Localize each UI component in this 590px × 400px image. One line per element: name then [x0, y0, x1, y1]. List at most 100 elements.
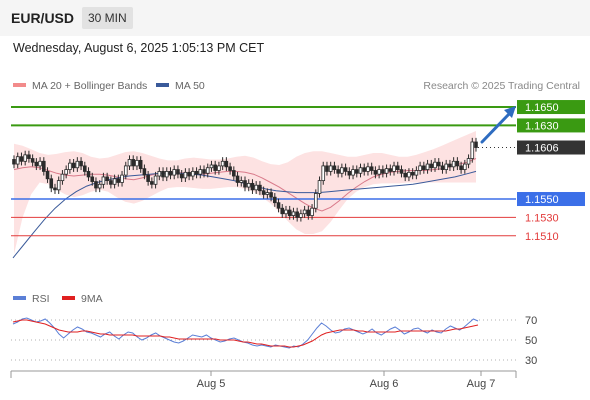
candle-body [336, 169, 340, 174]
candle-body [381, 169, 385, 174]
candle-body [463, 163, 467, 170]
symbol-label: EUR/USD [11, 10, 75, 26]
candle-body [466, 158, 471, 165]
candle-body [410, 171, 415, 176]
candle-body [213, 164, 217, 171]
candle-body [127, 159, 132, 167]
arrow-head [504, 106, 516, 118]
candle-body [79, 160, 83, 167]
candle-body [258, 184, 262, 192]
candle-body [243, 180, 247, 188]
legend-rsi: RSI [13, 293, 50, 305]
level-label-box-1-1630 [517, 118, 585, 133]
9ma-legend-label: 9MA [81, 293, 103, 305]
candle-body [254, 184, 258, 191]
candle-body [444, 163, 448, 170]
candle-body [451, 160, 456, 168]
candle-body [358, 167, 363, 174]
candle-body [146, 174, 150, 182]
9ma-swatch [62, 296, 75, 301]
candle-body [332, 165, 337, 170]
candle-body [42, 160, 46, 172]
ma50-swatch [156, 83, 169, 88]
level-label-1-1606: 1.1606 [525, 143, 559, 155]
candle-body [302, 209, 307, 215]
candle-body [49, 178, 54, 189]
candle-body [164, 171, 169, 178]
candle-body [90, 176, 95, 182]
candle-body [112, 178, 117, 185]
candle-body [433, 161, 437, 169]
candle-body [228, 166, 232, 171]
candle-body [407, 171, 411, 178]
candle-body [403, 172, 408, 178]
rsi-tick-70: 70 [525, 315, 537, 327]
candle-body [269, 192, 273, 198]
candle-body [202, 169, 206, 174]
candle-body [150, 181, 154, 185]
candle-body [246, 182, 251, 188]
candle-body [470, 141, 475, 159]
candle-body [384, 168, 389, 174]
candle-body [12, 159, 16, 165]
candle-body [373, 170, 378, 175]
candle-body [109, 180, 113, 185]
candle-body [45, 171, 50, 180]
candle-body [276, 202, 281, 209]
candle-body [280, 207, 285, 215]
candle-body [23, 154, 27, 162]
rsi-legend-label: RSI [32, 293, 50, 305]
candle-body [366, 166, 370, 172]
candle-body [224, 160, 229, 168]
candle-body [284, 209, 288, 215]
candle-body [422, 165, 426, 170]
candle-body [97, 183, 102, 189]
candle-body [436, 161, 441, 167]
legend-9ma: 9MA [62, 293, 103, 305]
candle-body [429, 163, 434, 169]
price-levels [11, 106, 516, 237]
candle-body [399, 169, 404, 174]
rsi-panel: 70 50 30 [11, 315, 537, 367]
candle-body [142, 168, 147, 176]
candle-body [347, 171, 352, 176]
candle-body [250, 182, 255, 191]
candle-body [414, 170, 419, 176]
trend-arrow [480, 106, 516, 144]
candle-body [168, 171, 173, 176]
candle-body [34, 161, 39, 167]
candle-body [205, 167, 210, 174]
candle-body [176, 169, 180, 175]
legend-ma50: MA 50 [156, 80, 205, 92]
timeframe-button[interactable]: 30 MIN [82, 7, 133, 29]
candle-body [377, 169, 381, 175]
x-tick-label-aug-6: Aug 6 [370, 378, 399, 390]
candle-body [299, 213, 303, 218]
candle-body [328, 165, 333, 172]
candle-body [418, 165, 422, 171]
candle-body [392, 165, 396, 172]
candle-body [388, 168, 393, 172]
candle-body [340, 167, 344, 174]
candle-body [53, 187, 57, 191]
candle-body [94, 181, 98, 189]
candle-body [19, 156, 24, 162]
candle-body [120, 174, 124, 183]
candle-body [313, 193, 318, 209]
ma50-label: MA 50 [175, 80, 205, 92]
rsi-tick-30: 30 [525, 355, 537, 367]
candle-body [232, 170, 236, 177]
candle-body [101, 176, 106, 185]
candle-body [306, 209, 311, 216]
candle-body [179, 173, 184, 179]
candle-body [351, 169, 355, 176]
candle-body [425, 163, 430, 170]
candlesticks [12, 137, 478, 222]
arrow-shaft [480, 112, 511, 144]
candle-body [198, 169, 203, 175]
candle-body [395, 165, 400, 170]
rsi-ma-line [12, 319, 479, 348]
candle-body [474, 141, 478, 148]
candle-body [209, 164, 214, 169]
